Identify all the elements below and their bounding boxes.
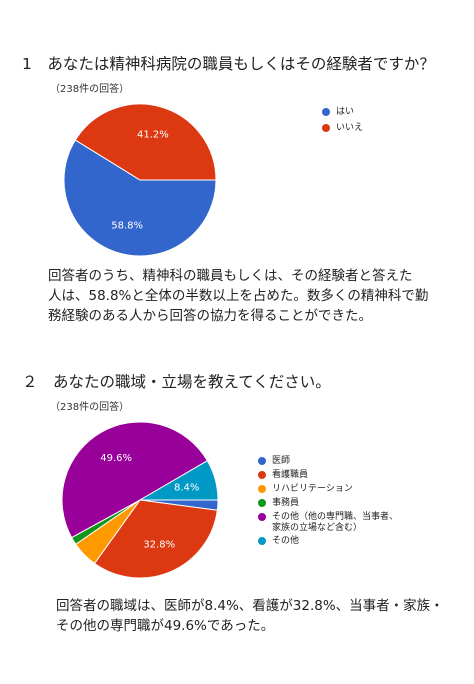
paragraph-line: 人は、58.8%と全体の半数以上を占めた。数多くの精神科で勤 [48,288,429,304]
paragraph-line: 回答者のうち、精神科の職員もしくは、その経験者と答えた [48,268,413,284]
pie-slice [61,421,209,539]
legend-dot [258,513,266,521]
response-count: （238件の回答） [50,84,130,95]
section-heading: ２ あなたの職域・立場を教えてください。 [22,373,331,391]
legend-item: 医師 [258,456,398,467]
legend-item: その他（他の専門職、当事者、家族の立場など含む） [258,512,398,534]
legend-item: 事務員 [258,498,398,509]
legend-dot [322,124,330,132]
legend-item: いいえ [322,123,442,134]
pie-slice [74,103,217,181]
paragraph-line: 回答者の職域は、医師が8.4%、看護が32.8%、当事者・家族・ [56,598,444,614]
pie-slice [93,499,218,579]
section-heading: 1 あなたは精神科病院の職員もしくはその経験者ですか？ [22,55,435,73]
legend-item: 看護職員 [258,470,398,481]
legend-label: はい [336,107,355,117]
legend-dot [258,471,266,479]
legend-label: リハビリテーション [272,484,353,494]
legend-label: その他（他の専門職、当事者、家族の立場など含む） [272,512,399,533]
legend-dot [258,499,266,507]
legend-label: 看護職員 [272,470,309,480]
pie-slice [138,460,219,501]
slice-label: 8.4% [174,482,199,493]
legend-item: はい [322,107,442,118]
slice-label: 41.2% [137,130,169,141]
legend-dot [322,108,330,116]
legend-dot [258,485,266,493]
response-count: （238件の回答） [50,402,130,413]
legend-item: その他 [258,536,398,547]
legend-label: 医師 [272,456,291,466]
pie-slice [63,139,217,257]
legend-item: リハビリテーション [258,484,398,495]
legend-label: いいえ [336,123,364,133]
legend-dot [258,457,266,465]
slice-label: 32.8% [143,539,175,550]
paragraph-line: 務経験のある人から回答の協力を得ることができた。 [48,308,372,324]
legend-label: その他 [272,536,300,546]
slice-label: 49.6% [100,453,132,464]
slice-label: 58.8% [111,220,143,231]
legend-dot [258,537,266,545]
legend-label: 事務員 [272,498,300,508]
paragraph-line: その他の専門職が49.6%であった。 [56,618,275,634]
